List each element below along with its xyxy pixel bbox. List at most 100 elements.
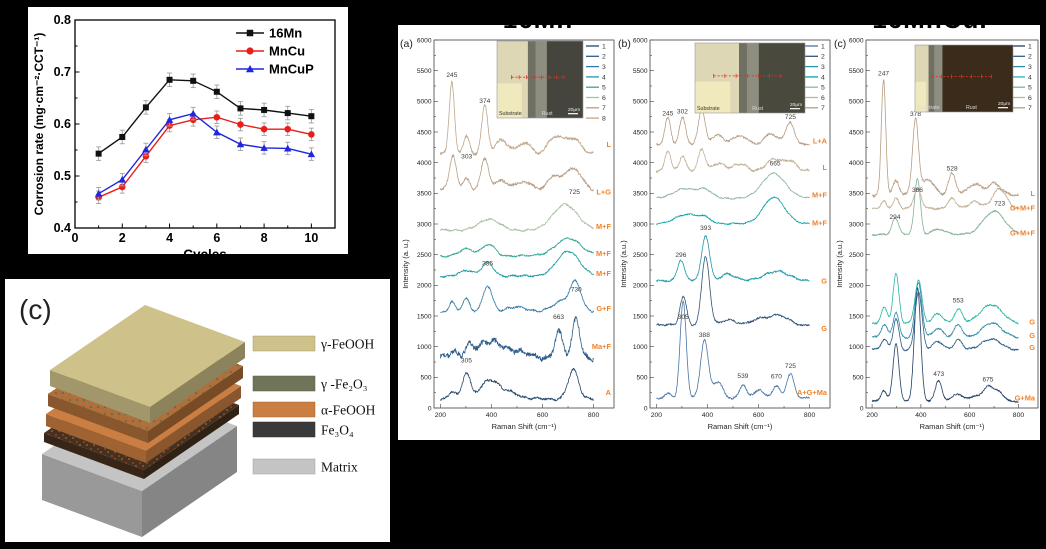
legend-label: α-FeOOH: [321, 403, 376, 418]
raman-panel-(b): 0 500 1000 1500 2000 2500 3000 3500 4000 4500 5000…: [618, 37, 831, 431]
x-tick-label: 400: [915, 412, 927, 419]
y-tick-label: 3500: [849, 191, 864, 198]
slab-right-face: [144, 405, 239, 479]
y-tick-label: 6000: [633, 37, 648, 44]
legend-number: 2: [821, 54, 825, 61]
marker-square: [213, 88, 220, 95]
y-tick-label: 6000: [417, 37, 432, 44]
raman-curve-G+M+F: [872, 187, 1019, 211]
curve-label: L: [822, 163, 827, 172]
marker-square: [95, 150, 102, 157]
inset-rust-label: Rust: [752, 106, 763, 112]
raman-curve-G+M+F: [871, 178, 1019, 237]
curve-label: Ma+F: [592, 342, 612, 351]
y-tick-label: 5000: [849, 99, 864, 106]
raman-curve-M+F: [656, 196, 810, 226]
y-tick-label: 2500: [633, 252, 648, 259]
legend-number: 7: [602, 105, 606, 112]
legend-swatch: [252, 335, 316, 352]
figure-title-16mn: 16Mn: [468, 25, 608, 31]
inset-scale-label: 20μm: [998, 101, 1010, 107]
marker-triangle: [307, 150, 316, 158]
marker-circle: [260, 125, 268, 133]
x-tick-label: 400: [486, 412, 498, 419]
y-tick-label: 1000: [417, 344, 432, 351]
raman-panel-(c): 0 500 1000 1500 2000 2500 3000 3500 4000 4500 5000…: [834, 37, 1039, 431]
panel-label: (a): [400, 38, 413, 50]
y-tick-label: 1000: [849, 344, 864, 351]
legend-number: 2: [1028, 54, 1032, 61]
marker-square: [246, 29, 254, 37]
raman-curve-Ma+F: [440, 316, 594, 363]
peak-annotation: 553: [953, 298, 964, 305]
y-tick-label: 4500: [849, 129, 864, 136]
title-text: 16Mn: [468, 25, 608, 31]
y-tick-label: 1500: [417, 313, 432, 320]
series-line: [98, 79, 312, 155]
y-axis-title: Corrosion rate (mg·cm⁻²·CCT⁻¹): [32, 33, 46, 216]
raman-curve-G: [656, 256, 810, 327]
raman-curve-G: [656, 235, 810, 283]
legend-number: 6: [1028, 95, 1032, 102]
curves: [871, 79, 1019, 403]
marker-triangle: [118, 175, 126, 183]
curve-label: G+M+F: [1010, 229, 1036, 238]
marker-triangle: [189, 109, 197, 117]
figure-title-16mncup: 16MnCuP: [860, 25, 1010, 31]
legend-number: 6: [602, 95, 606, 102]
marker-triangle: [284, 144, 292, 152]
x-tick-label: 800: [1013, 412, 1025, 419]
y-tick-label: 4500: [633, 129, 648, 136]
x-tick-label: 400: [702, 412, 714, 419]
y-tick-label: 3500: [417, 191, 432, 198]
marker-triangle: [245, 64, 255, 73]
marker-circle: [246, 47, 254, 55]
y-tick-label: 2500: [417, 252, 432, 259]
peak-annotation: 303: [461, 153, 472, 160]
y-tick-label: 5500: [417, 68, 432, 75]
layer-gamma-feooh: [50, 305, 245, 423]
peak-annotation: 725: [785, 114, 796, 121]
y-tick-label: 2000: [633, 283, 648, 290]
curve-label: G: [821, 277, 827, 286]
panel-label: (b): [618, 38, 631, 50]
y-tick-label: 0: [428, 405, 432, 412]
slab-right-face: [150, 342, 245, 423]
curve-label: G+F: [596, 304, 611, 313]
inset-scale-bar: [790, 108, 800, 110]
marker-triangle: [94, 189, 103, 197]
legend-label: Fe₃O₄: [321, 423, 354, 438]
slab-left-face: [42, 454, 142, 537]
y-tick-label: 4000: [849, 160, 864, 167]
curve-label: L: [1030, 189, 1035, 198]
legend-number: 3: [821, 64, 825, 71]
legend-swatch: [252, 375, 316, 392]
y-tick-label: 0.6: [54, 117, 71, 131]
x-tick-label: 600: [753, 412, 765, 419]
inset-substrate-label: Substrate: [697, 106, 720, 112]
peak-annotation: 305: [678, 314, 689, 321]
marker-square: [237, 105, 244, 112]
peak-annotation: 386: [912, 187, 923, 194]
y-tick-label: 0.7: [54, 65, 71, 79]
legend-number: 1: [821, 43, 825, 50]
series-line: [98, 116, 312, 198]
inset-micrograph: Substrate Rust 20μm: [914, 44, 1014, 113]
y-tick-label: 0.5: [54, 169, 71, 183]
y-tick-label: 4500: [417, 129, 432, 136]
marker-triangle: [213, 128, 221, 136]
legend-label: 16Mn: [269, 26, 302, 41]
peak-annotation: 245: [662, 110, 673, 117]
raman-curve-M+F: [440, 202, 594, 232]
y-tick-label: 6000: [849, 37, 864, 44]
peak-annotation: 528: [947, 166, 958, 173]
y-tick-label: 3000: [633, 221, 648, 228]
curve-label: A+G+Ma: [797, 388, 828, 397]
marker-square: [166, 76, 173, 83]
legend-number: 3: [602, 64, 606, 71]
curve-label: M+F: [812, 191, 827, 200]
x-axis-title: Raman Shift (cm⁻¹): [708, 422, 773, 431]
legend-swatch: [252, 401, 316, 418]
peak-annotation: 374: [479, 98, 490, 105]
rust-layer-diagram: (c) γ-FeOOH γ -Fe₂O₃ α-FeOOH Fe₃O₄ Matrix: [19, 294, 376, 537]
